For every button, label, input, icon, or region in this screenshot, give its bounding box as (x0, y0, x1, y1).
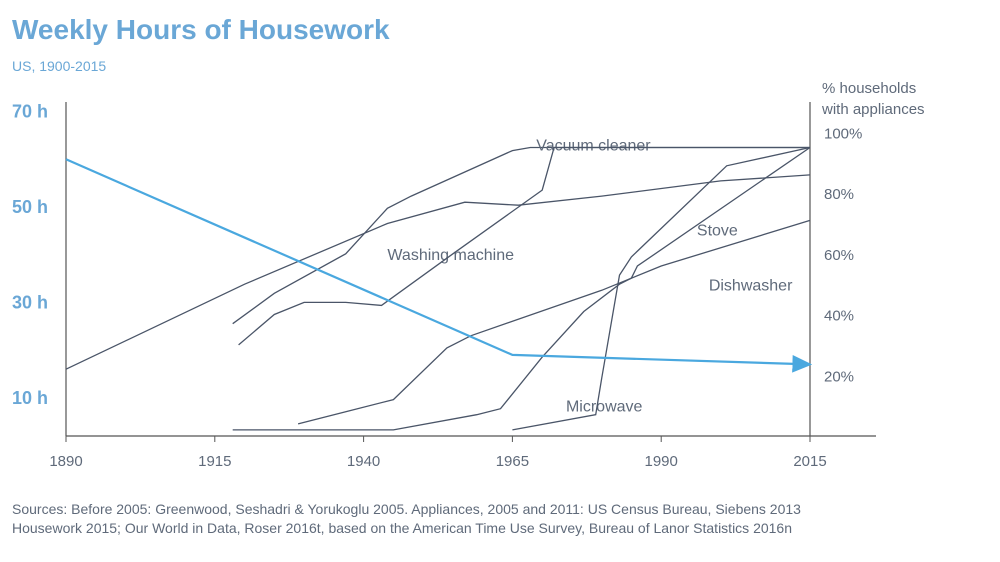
y-right-tick-label: 20% (824, 368, 854, 385)
right-axis-title-line: % households (822, 80, 916, 97)
x-tick-label: 1915 (198, 453, 231, 470)
series-line-stove (238, 146, 810, 346)
chart-title: Weekly Hours of Housework (12, 14, 390, 45)
y-left-tick-label: 30 h (12, 292, 48, 312)
y-left-tick-label: 10 h (12, 388, 48, 408)
series-label-microwave: Microwave (566, 399, 643, 416)
y-right-tick-label: 100% (824, 125, 862, 142)
series-line-microwave (232, 146, 811, 431)
series-line-unlabeled-5 (512, 146, 811, 431)
y-right-tick-label: 40% (824, 308, 854, 325)
source-line-1: Sources: Before 2005: Greenwood, Seshadr… (12, 501, 801, 517)
sources-note: Sources: Before 2005: Greenwood, Seshadr… (12, 500, 801, 538)
housework-line (65, 158, 813, 373)
x-tick-label: 2015 (793, 453, 826, 470)
x-tick-label: 1940 (347, 453, 380, 470)
x-tick-label: 1890 (49, 453, 82, 470)
series-line-vacuum-cleaner (232, 146, 810, 325)
source-line-2: Housework 2015; Our World in Data, Roser… (12, 520, 793, 536)
y-left-tick-label: 70 h (12, 102, 48, 122)
series-label-vacuum-cleaner: Vacuum cleaner (536, 138, 651, 155)
y-right-tick-label: 60% (824, 247, 854, 264)
chart-subtitle: US, 1900-2015 (12, 58, 107, 74)
series-label-dishwasher: Dishwasher (709, 277, 793, 294)
x-tick-label: 1990 (645, 453, 678, 470)
y-right-tick-label: 80% (824, 186, 854, 203)
series-line-dishwasher (297, 219, 811, 425)
series-line-washing-machine (65, 174, 811, 370)
series-label-stove: Stove (697, 223, 738, 240)
right-axis-title-line: with appliances (821, 101, 925, 118)
housework-chart: 1890 1915 1940 1965 1990 2015 10 h 30 h 50 h 70 h… (12, 80, 925, 470)
y-left-tick-label: 50 h (12, 197, 48, 217)
x-tick-label: 1965 (496, 453, 529, 470)
